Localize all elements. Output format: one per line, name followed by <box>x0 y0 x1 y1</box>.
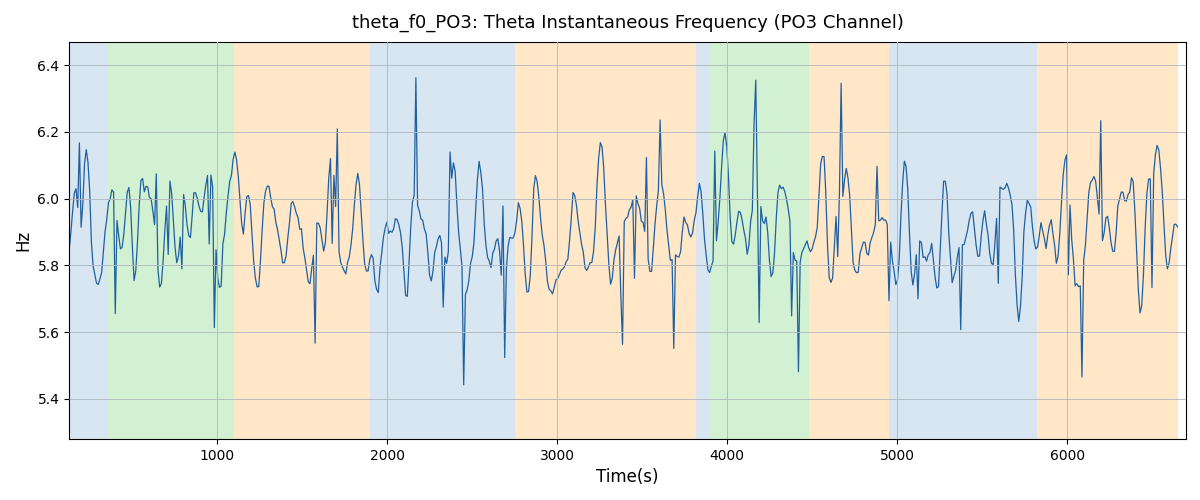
Bar <box>107 42 234 439</box>
Bar <box>70 42 107 439</box>
Bar <box>234 42 370 439</box>
Y-axis label: Hz: Hz <box>14 230 32 251</box>
Bar <box>370 42 515 439</box>
Bar <box>696 42 710 439</box>
Bar <box>710 42 809 439</box>
Title: theta_f0_PO3: Theta Instantaneous Frequency (PO3 Channel): theta_f0_PO3: Theta Instantaneous Freque… <box>352 14 904 32</box>
Bar <box>515 42 696 439</box>
Bar <box>809 42 888 439</box>
Bar <box>888 42 1037 439</box>
X-axis label: Time(s): Time(s) <box>596 468 659 486</box>
Bar <box>1037 42 1177 439</box>
